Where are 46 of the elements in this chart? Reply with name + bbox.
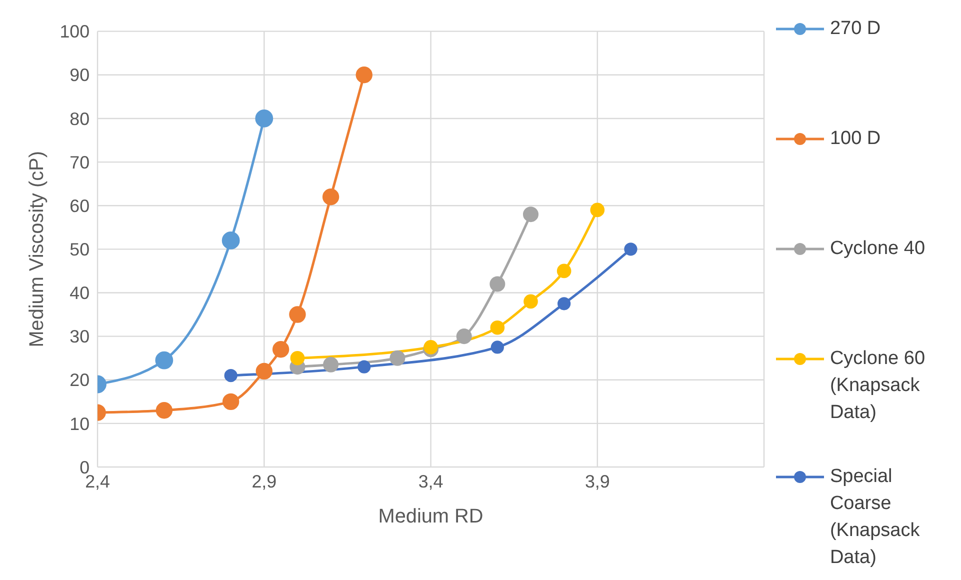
point (556, 264, 572, 278)
y-tick-label: 30 (70, 326, 90, 347)
point (224, 368, 238, 382)
point (222, 393, 240, 410)
point (156, 402, 173, 419)
point (490, 340, 504, 354)
point (624, 242, 638, 256)
y-tick-label: 90 (70, 65, 90, 86)
point (524, 294, 538, 309)
point (255, 110, 274, 128)
y-tick-label: 100 (60, 22, 90, 42)
point (522, 206, 538, 222)
x-tick-label: 3,4 (418, 472, 444, 492)
point (390, 350, 406, 366)
y-tick-label: 50 (70, 240, 90, 260)
point (356, 66, 372, 84)
point (424, 340, 438, 354)
legend-label: 100 D (830, 127, 882, 151)
point (290, 350, 305, 366)
y-tick-label: 10 (70, 414, 90, 434)
point (590, 202, 605, 218)
y-tick-label: 40 (70, 283, 90, 304)
y-tick-label: 80 (70, 108, 90, 129)
y-tick-label: 20 (70, 370, 90, 390)
point (289, 306, 306, 323)
point (222, 232, 240, 250)
point (322, 188, 340, 206)
point (256, 362, 273, 380)
legend-label: Special Coarse (Knapsack Data) (830, 465, 921, 570)
point (456, 328, 472, 344)
point (358, 360, 371, 374)
point (323, 356, 339, 372)
legend-label: Cyclone 60 (Knapsack Data) (830, 347, 926, 425)
y-tick-label: 70 (70, 152, 90, 172)
point (272, 341, 290, 358)
point (490, 320, 505, 335)
legend-label: 270 D (830, 17, 882, 41)
point (557, 297, 571, 310)
y-tick-label: 60 (70, 196, 90, 216)
x-tick-label: 3,9 (584, 472, 610, 492)
x-axis-title: Medium RD (378, 506, 484, 528)
point (490, 276, 506, 292)
legend-label: Cyclone 40 (830, 237, 926, 261)
x-tick-label: 2,9 (252, 472, 277, 492)
y-axis-title: Medium Viscosity (cP) (26, 151, 48, 348)
point (155, 351, 174, 370)
